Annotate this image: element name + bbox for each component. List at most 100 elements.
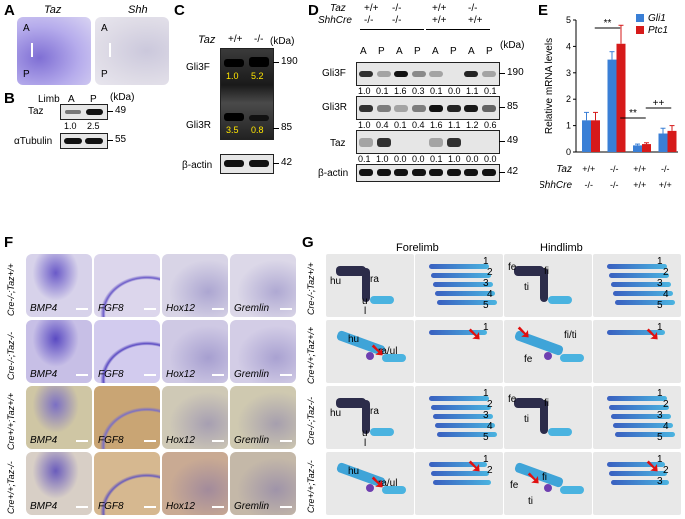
y-tick-label: 5 — [566, 15, 571, 25]
autopod — [370, 296, 394, 304]
expression-stain — [230, 386, 296, 449]
in-situ-image: Hox12 — [162, 386, 228, 449]
taz-row-label: Taz — [28, 106, 44, 117]
bone-proximal — [336, 266, 366, 276]
digit-bone — [435, 423, 495, 428]
panel-label-g: G — [302, 234, 314, 251]
shhcre-genotype: +/+ — [659, 180, 672, 190]
quant-value: 1.6 — [394, 86, 407, 96]
digit-bone — [431, 471, 489, 476]
row-genotype-label: Cre-/-;Taz+/+ — [6, 263, 16, 317]
hindlimb-heading: Hindlimb — [540, 242, 583, 254]
digit-label: 2 — [663, 465, 669, 476]
blot-band — [376, 137, 391, 147]
in-situ-image: FGF8 — [94, 452, 160, 515]
skeletal-prep-image: 1 2 ➘ — [415, 452, 503, 515]
gene-label: FGF8 — [98, 435, 124, 446]
digit-bone — [431, 405, 491, 410]
quant-value: 1.0 — [358, 120, 371, 130]
taz-genotype: -/- — [468, 3, 478, 14]
actin-blot — [220, 154, 274, 174]
bone-distal — [366, 484, 374, 492]
scale-bar — [144, 440, 156, 442]
blot-band — [464, 104, 478, 112]
digit-label: 2 — [663, 399, 669, 410]
gene-label: FGF8 — [98, 369, 124, 380]
digit-label: 4 — [663, 421, 669, 432]
expression-stain — [162, 254, 228, 317]
gene-label: Hox12 — [166, 501, 195, 512]
panel-label-e: E — [538, 2, 549, 19]
quant-value: 0.0 — [484, 154, 497, 164]
row-genotype-label: Cre+/+;Taz-/- — [306, 460, 316, 514]
blot-band — [446, 137, 461, 147]
row-genotype-label: Cre+/+;Taz+/+ — [6, 392, 16, 450]
digit-label: 2 — [487, 399, 493, 410]
blot-band — [394, 169, 408, 176]
kda-label: (kDa) — [270, 36, 295, 47]
in-situ-image: BMP4 — [26, 386, 92, 449]
quant-value: 3.5 — [226, 125, 239, 135]
bone-distal — [544, 484, 552, 492]
gli3r-label: Gli3R — [322, 102, 348, 113]
skeletal-prep-image: hu ra/ul ➘ — [326, 452, 414, 515]
mw-85: 85 — [507, 101, 519, 112]
genotype-wt: +/+ — [228, 34, 243, 45]
expression-stain — [26, 386, 92, 449]
in-situ-image: BMP4 — [26, 320, 92, 383]
gli3f-blot — [356, 62, 500, 86]
blot-band — [394, 71, 408, 77]
quant-value: 0.8 — [251, 125, 264, 135]
in-situ-image: Gremlin — [230, 254, 296, 317]
expression-stain — [26, 452, 92, 515]
row-genotype-label: Cre+/+;Taz+/+ — [306, 326, 316, 384]
quant-value: 1.1 — [448, 120, 461, 130]
gli3r-blot — [356, 96, 500, 120]
skeletal-prep-image: hu ra u l — [326, 386, 414, 449]
taz-genotype: -/- — [392, 3, 402, 14]
expression-stain — [26, 254, 92, 317]
in-situ-image: FGF8 — [94, 254, 160, 317]
group-divider — [426, 29, 490, 30]
y-tick-label: 3 — [566, 68, 571, 78]
mw-85: 85 — [281, 122, 293, 133]
group-divider — [360, 29, 424, 30]
quant-value: 0.0 — [466, 154, 479, 164]
bone-label-fe: fe — [508, 262, 517, 273]
red-arrow-icon: ➘ — [526, 468, 542, 488]
quant-value: 0.1 — [358, 154, 371, 164]
gene-label: Gremlin — [234, 501, 270, 512]
expression-stain — [162, 452, 228, 515]
blot-band — [481, 104, 496, 112]
taz-row-label: Taz — [556, 164, 572, 175]
quant-value: 1.0 — [64, 121, 77, 131]
skeletal-prep-image: fe ti fi — [504, 254, 592, 317]
quant-value: 1.0 — [376, 154, 389, 164]
bone-label-fiti: fi/ti — [564, 330, 577, 341]
shhcre-genotype: +/+ — [468, 15, 483, 26]
bone-label-hu: hu — [348, 466, 360, 477]
bone-label-ti: ti — [528, 496, 533, 507]
bone-distal — [544, 352, 552, 360]
row-genotype-label: Cre-/-;Taz+/+ — [306, 262, 316, 316]
shhcre-genotype: -/- — [364, 15, 374, 26]
blot-band — [376, 169, 391, 176]
in-situ-image: FGF8 — [94, 386, 160, 449]
digit-bone — [615, 432, 675, 437]
scale-bar — [212, 440, 224, 442]
blot-band — [359, 104, 373, 112]
digit-bone — [429, 462, 487, 467]
gene-label: Hox12 — [166, 369, 195, 380]
scale-bar — [144, 506, 156, 508]
digit-bone — [433, 480, 491, 485]
anterior-label: A — [101, 23, 108, 34]
tubulin-row-label: αTubulin — [14, 136, 53, 147]
scale-bar — [76, 374, 88, 376]
row-genotype-label: Cre+/+;Taz-/- — [6, 461, 16, 515]
gli3r-label: Gli3R — [186, 120, 212, 131]
in-situ-image: BMP4 — [26, 254, 92, 317]
blot-band — [446, 104, 461, 112]
gene-label: BMP4 — [30, 369, 58, 380]
autopod — [382, 486, 406, 494]
